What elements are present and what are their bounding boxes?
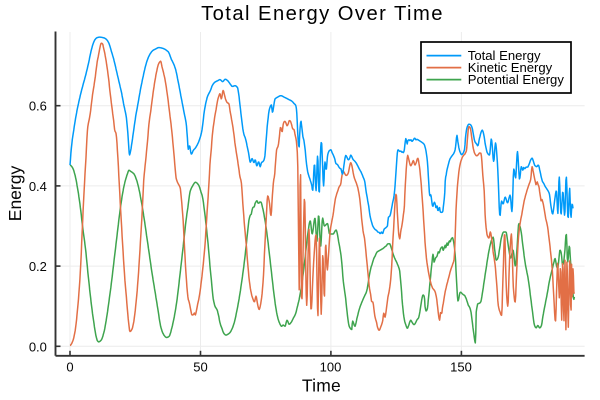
svg-text:0.4: 0.4 [29, 179, 47, 194]
svg-text:0: 0 [66, 360, 73, 375]
svg-text:150: 150 [450, 360, 472, 375]
svg-text:0.2: 0.2 [29, 259, 47, 274]
svg-text:100: 100 [320, 360, 342, 375]
svg-text:Energy: Energy [5, 166, 25, 222]
svg-text:Time: Time [302, 376, 341, 396]
svg-text:Kinetic Energy: Kinetic Energy [468, 60, 553, 75]
svg-text:Potential Energy: Potential Energy [468, 72, 565, 87]
svg-text:50: 50 [193, 360, 207, 375]
svg-text:Total Energy: Total Energy [468, 48, 541, 63]
svg-text:0.0: 0.0 [29, 339, 47, 354]
svg-text:0.6: 0.6 [29, 99, 47, 114]
svg-text:Total Energy Over Time: Total Energy Over Time [201, 3, 444, 25]
